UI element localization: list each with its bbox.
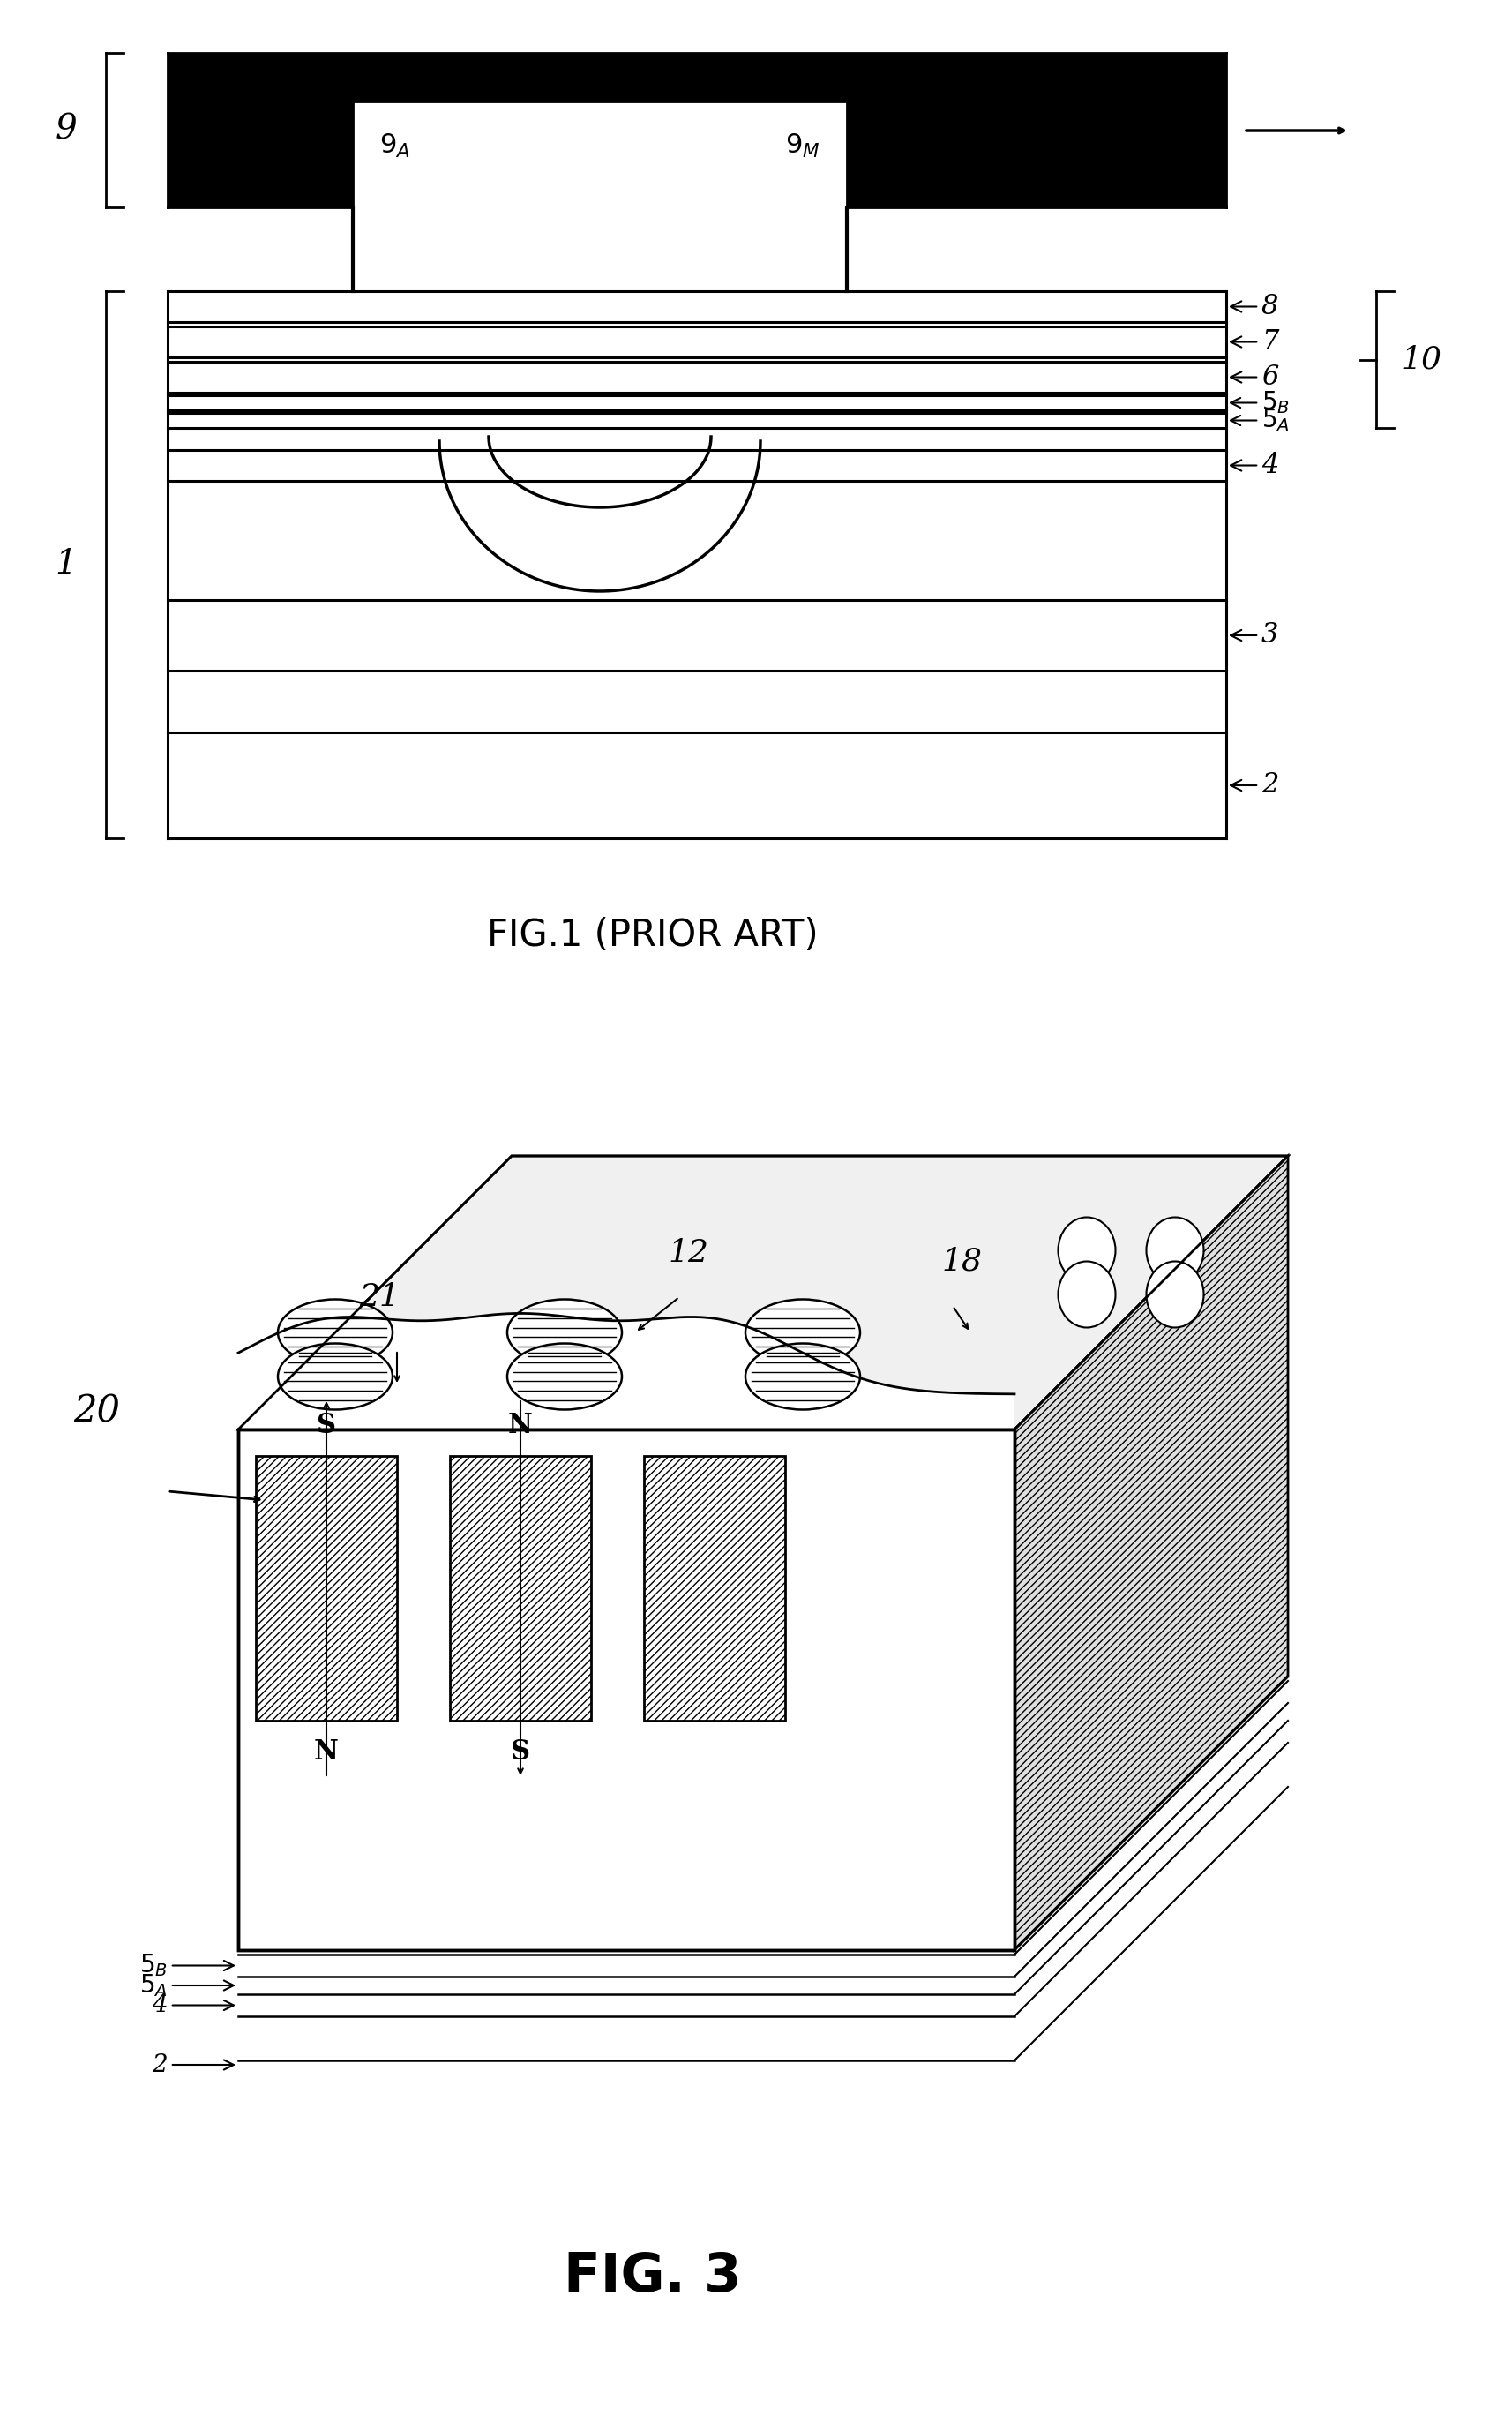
Bar — [239, 1430, 1015, 1950]
Text: 2: 2 — [1231, 771, 1279, 800]
Text: 18: 18 — [942, 1247, 981, 1276]
Text: 8: 8 — [1231, 292, 1279, 321]
Text: 4: 4 — [1231, 452, 1279, 478]
Ellipse shape — [278, 1300, 393, 1365]
Bar — [239, 1430, 1015, 1950]
Ellipse shape — [507, 1300, 621, 1365]
Text: FIG.1 (PRIOR ART): FIG.1 (PRIOR ART) — [487, 916, 818, 954]
Ellipse shape — [1058, 1261, 1116, 1326]
Text: 9: 9 — [56, 114, 77, 147]
Text: FIG. 3: FIG. 3 — [564, 2252, 742, 2302]
Bar — [168, 53, 1226, 208]
Text: 6: 6 — [1231, 362, 1279, 391]
Text: 12: 12 — [668, 1237, 708, 1268]
Bar — [352, 101, 847, 210]
Text: 7: 7 — [1231, 329, 1279, 355]
Ellipse shape — [745, 1300, 860, 1365]
Text: $5_B$: $5_B$ — [139, 1952, 234, 1979]
Text: 3: 3 — [1231, 621, 1279, 650]
Text: 4: 4 — [153, 1993, 234, 2017]
Ellipse shape — [278, 1343, 393, 1409]
Bar — [644, 1457, 785, 1720]
Text: $9_M$: $9_M$ — [785, 133, 821, 159]
Ellipse shape — [1146, 1261, 1204, 1326]
Ellipse shape — [1146, 1218, 1204, 1283]
Ellipse shape — [1058, 1218, 1116, 1283]
Text: N: N — [508, 1411, 532, 1440]
Polygon shape — [239, 1155, 1288, 1430]
Text: S: S — [316, 1411, 336, 1440]
Text: N: N — [314, 1737, 339, 1766]
Text: 2: 2 — [153, 2054, 234, 2078]
Text: 1: 1 — [56, 548, 77, 582]
Bar — [451, 1457, 591, 1720]
Bar — [451, 1457, 591, 1720]
Text: 10: 10 — [1400, 345, 1441, 374]
Ellipse shape — [745, 1343, 860, 1409]
Text: S: S — [511, 1737, 531, 1766]
Bar — [256, 1457, 398, 1720]
Polygon shape — [239, 1314, 1015, 1430]
Text: $5_A$: $5_A$ — [139, 1971, 234, 1998]
Bar — [256, 1457, 398, 1720]
Bar — [644, 1457, 785, 1720]
Polygon shape — [1015, 1155, 1288, 1950]
Ellipse shape — [507, 1343, 621, 1409]
Text: 21: 21 — [358, 1283, 399, 1312]
Text: 20: 20 — [74, 1394, 121, 1430]
Text: $5_B$: $5_B$ — [1231, 389, 1290, 416]
Text: $9_A$: $9_A$ — [380, 133, 410, 159]
Text: $5_A$: $5_A$ — [1231, 408, 1290, 432]
